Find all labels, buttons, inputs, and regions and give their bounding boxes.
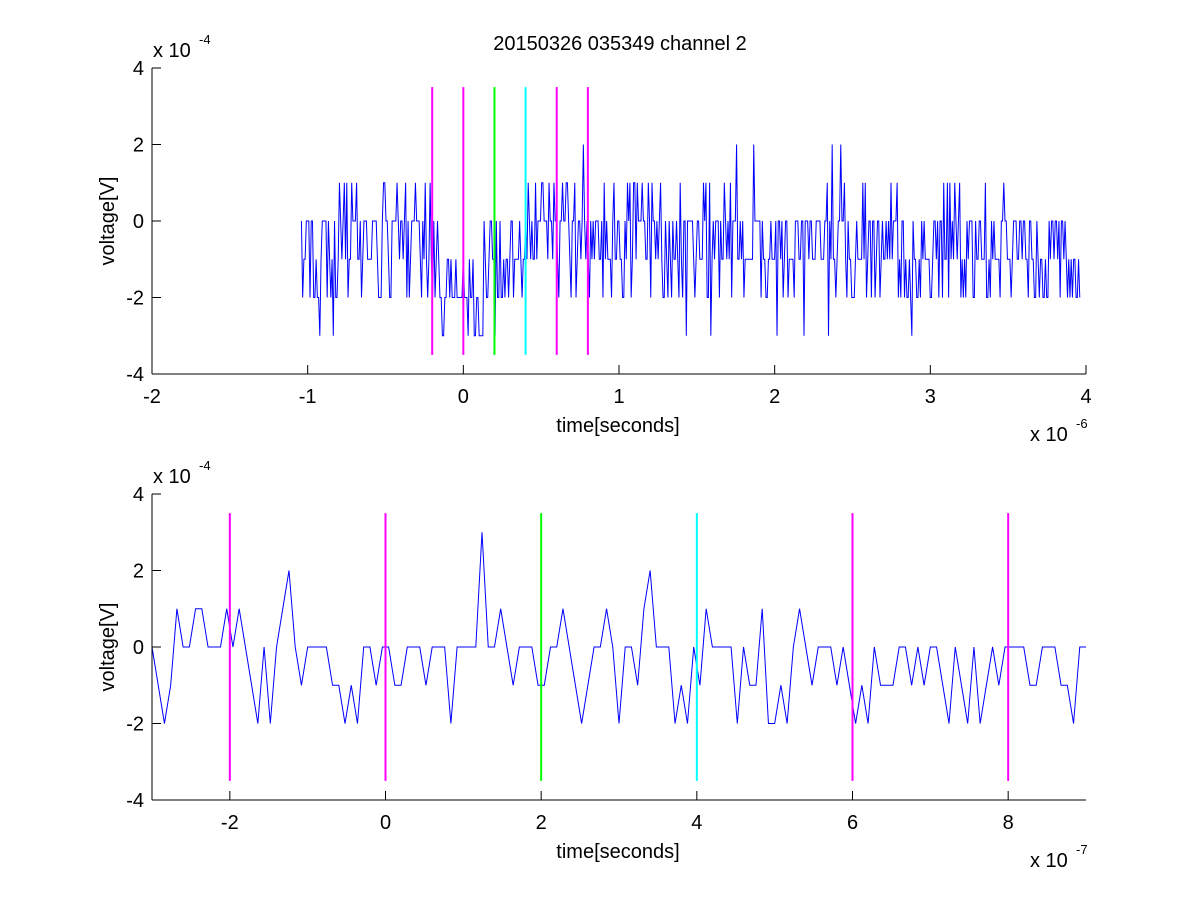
y-axis-label: voltage[V] [97,177,119,266]
x-tick-label: 8 [1003,812,1014,834]
x-tick-labels: -2 0 2 4 6 8 [221,812,1014,834]
signal-trace [151,532,1086,724]
x-axis-exponent-power: -7 [1076,842,1088,857]
x-axis-exponent-base: x 10 [1030,424,1068,446]
y-tick-label: -2 [126,714,144,736]
x-axis-exponent-power: -6 [1076,416,1088,431]
bottom-axes: x 10 -4 voltage[V] -2 0 2 4 6 8 -4 -2 0 2 4 time[… [97,458,1088,872]
x-tick-label: 2 [769,386,780,408]
y-tick-labels: -4 -2 0 2 4 [126,484,144,812]
x-tick-label: 4 [1080,386,1091,408]
y-tick-labels: -4 -2 0 2 4 [126,58,144,386]
y-axis-exponent-power: -4 [199,32,211,47]
y-tick-label: -4 [126,790,144,812]
y-tick-label: 0 [133,211,144,233]
y-tick-label: -4 [126,364,144,386]
top-axes: 20150326 035349 channel 2 x 10 -4 voltag… [97,32,1092,446]
x-axis-label: time[seconds] [556,415,679,437]
plot-area [151,493,1086,801]
x-tick-label: -2 [221,812,239,834]
y-tick-label: 2 [133,135,144,157]
chart-title: 20150326 035349 channel 2 [493,33,747,55]
x-tick-label: -2 [143,386,161,408]
x-tick-label: 0 [380,812,391,834]
y-tick-label: 4 [133,58,144,80]
x-tick-label: -1 [299,386,317,408]
x-tick-label: 4 [691,812,702,834]
x-tick-label: 1 [613,386,624,408]
x-axis-exponent-base: x 10 [1030,850,1068,872]
y-axis-exponent-base: x 10 [153,466,191,488]
x-tick-label: 2 [536,812,547,834]
x-tick-label: 6 [847,812,858,834]
x-tick-label: 0 [458,386,469,408]
x-axis-label: time[seconds] [556,841,679,863]
y-axis-label: voltage[V] [97,603,119,692]
y-axis-exponent-power: -4 [199,458,211,473]
y-tick-label: 2 [133,561,144,583]
signal-trace [300,144,1081,337]
y-tick-label: 0 [133,637,144,659]
y-tick-label: 4 [133,484,144,506]
y-tick-label: -2 [126,288,144,310]
x-tick-labels: -2 -1 0 1 2 3 4 [143,386,1091,408]
x-tick-label: 3 [925,386,936,408]
y-axis-exponent-base: x 10 [153,40,191,62]
plot-area [151,67,1087,375]
